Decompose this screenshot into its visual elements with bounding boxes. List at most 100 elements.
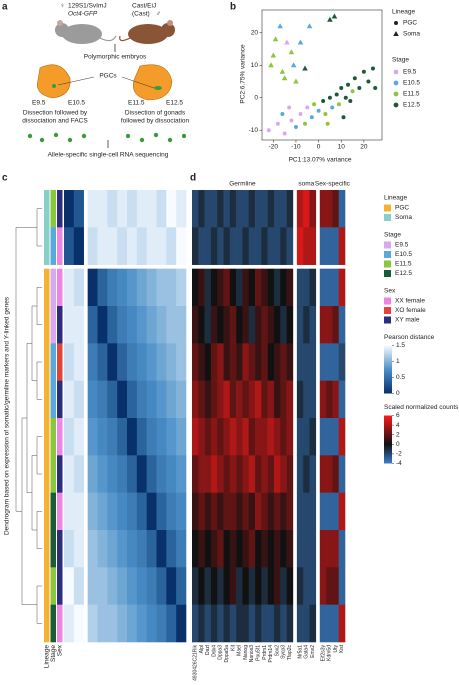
heatmap-cell bbox=[332, 190, 339, 228]
heatmap-cell bbox=[107, 418, 118, 456]
heatmap-cell bbox=[146, 455, 157, 493]
heatmap-cell bbox=[210, 268, 218, 307]
heatmap-cell bbox=[338, 604, 346, 643]
gene-label: Dppa3 bbox=[218, 645, 224, 660]
heatmap-cell bbox=[280, 268, 287, 307]
lineage-bar-cell bbox=[44, 227, 50, 265]
heatmap-cell bbox=[326, 455, 333, 493]
heatmap-cell bbox=[156, 567, 167, 605]
heatmap-cell bbox=[309, 567, 317, 605]
colorbar-label: 0.5 bbox=[396, 374, 405, 381]
point bbox=[352, 76, 357, 81]
lineage-bar-cell bbox=[44, 492, 50, 531]
x-tick-label: 0 bbox=[317, 144, 321, 151]
gene-label: Sox2 bbox=[274, 645, 280, 657]
heatmap-cell bbox=[176, 190, 187, 228]
heatmap-cell bbox=[64, 268, 75, 307]
heatmap-cell bbox=[229, 190, 237, 228]
heatmap-cell bbox=[127, 567, 138, 605]
heatmap-cell bbox=[198, 227, 205, 265]
legend-title: Scaled normalized counts bbox=[384, 404, 459, 411]
stage-bar-cell bbox=[50, 567, 56, 605]
heatmap-cell bbox=[267, 492, 275, 531]
sex-bar-cell bbox=[57, 455, 63, 493]
legend-marker bbox=[393, 102, 399, 108]
heatmap-cell bbox=[146, 380, 157, 419]
heatmap-cell bbox=[280, 530, 287, 568]
heatmap-cell bbox=[107, 306, 118, 344]
heatmap-cell bbox=[236, 567, 243, 605]
heatmap-cell bbox=[332, 306, 339, 344]
mouse-male bbox=[119, 20, 175, 44]
heatmap-cell bbox=[248, 455, 256, 493]
heatmap-cell bbox=[198, 268, 205, 307]
heatmap-cell bbox=[97, 190, 108, 228]
stage-bar-cell bbox=[50, 343, 56, 381]
heatmap-cell bbox=[332, 530, 339, 568]
heatmap-cell bbox=[198, 306, 205, 344]
point bbox=[357, 86, 362, 90]
heatmap-cell bbox=[204, 418, 212, 456]
x-tick-label: 10 bbox=[338, 144, 346, 151]
heatmap-cell bbox=[248, 343, 256, 381]
y-tick-label: -10 bbox=[249, 127, 259, 134]
gene-label: Emx2 bbox=[310, 645, 316, 658]
gene-label: Ddx4 bbox=[211, 645, 217, 657]
heatmap-cell bbox=[286, 268, 294, 307]
heatmap-cell bbox=[248, 530, 256, 568]
point bbox=[306, 23, 313, 29]
heatmap-cell bbox=[166, 418, 177, 456]
heatmap-cell bbox=[332, 268, 339, 307]
heatmap-cell bbox=[166, 227, 177, 265]
gene-label: Nanog bbox=[243, 645, 249, 660]
heatmap-cell bbox=[192, 530, 199, 568]
heatmap-cell bbox=[242, 380, 250, 419]
heatmap-cell bbox=[319, 190, 327, 228]
heatmap-cell bbox=[73, 492, 84, 531]
heatmap-cell bbox=[255, 604, 262, 643]
point bbox=[282, 131, 287, 136]
heatmap-cell bbox=[280, 492, 287, 531]
heatmap-cell bbox=[117, 604, 128, 643]
heatmap-cell bbox=[136, 604, 147, 643]
y-tick-label: 20 bbox=[251, 29, 259, 36]
heatmap-cell bbox=[136, 492, 147, 531]
heatmap-cell bbox=[286, 190, 294, 228]
point bbox=[293, 78, 299, 84]
heatmap-cell bbox=[319, 530, 327, 568]
colorbar-label: 0 bbox=[396, 390, 400, 397]
heatmap-cell bbox=[192, 604, 199, 643]
heatmap-cell bbox=[156, 604, 167, 643]
heatmap-cell bbox=[198, 530, 205, 568]
heatmap-cell bbox=[261, 418, 268, 456]
heatmap-cell bbox=[286, 380, 294, 419]
heatmap-cell bbox=[296, 227, 304, 265]
dendrogram-branch bbox=[15, 227, 37, 512]
heatmap-cell bbox=[261, 227, 268, 265]
heatmap-cell bbox=[204, 455, 212, 493]
heatmap-cell bbox=[309, 380, 317, 419]
heatmap-cell bbox=[156, 306, 167, 344]
heatmap-cell bbox=[229, 380, 237, 419]
gene-label: Dazl bbox=[205, 645, 211, 655]
heatmap-cell bbox=[273, 343, 281, 381]
legend-label: E9.5 bbox=[403, 69, 417, 76]
legend-swatch bbox=[384, 251, 391, 258]
method-text: dissociation and FACS bbox=[22, 118, 88, 125]
heatmap-cell bbox=[309, 455, 317, 493]
stage-text: E12.5 bbox=[166, 100, 183, 107]
heatmap-cell bbox=[117, 455, 128, 493]
heatmap-cell bbox=[248, 190, 256, 228]
heatmap-cell bbox=[204, 530, 212, 568]
heatmap-cell bbox=[73, 268, 84, 307]
heatmap-cell bbox=[136, 306, 147, 344]
heatmap-cell bbox=[261, 492, 268, 531]
legend-title: Pearson distance bbox=[384, 334, 435, 341]
heatmap-cell bbox=[255, 306, 262, 344]
heatmap-cell bbox=[210, 455, 218, 493]
heatmap-cell bbox=[210, 567, 218, 605]
heatmap-cell bbox=[273, 530, 281, 568]
heatmap-cell bbox=[296, 604, 304, 643]
heatmap-cell bbox=[296, 530, 304, 568]
heatmap-cell bbox=[204, 567, 212, 605]
